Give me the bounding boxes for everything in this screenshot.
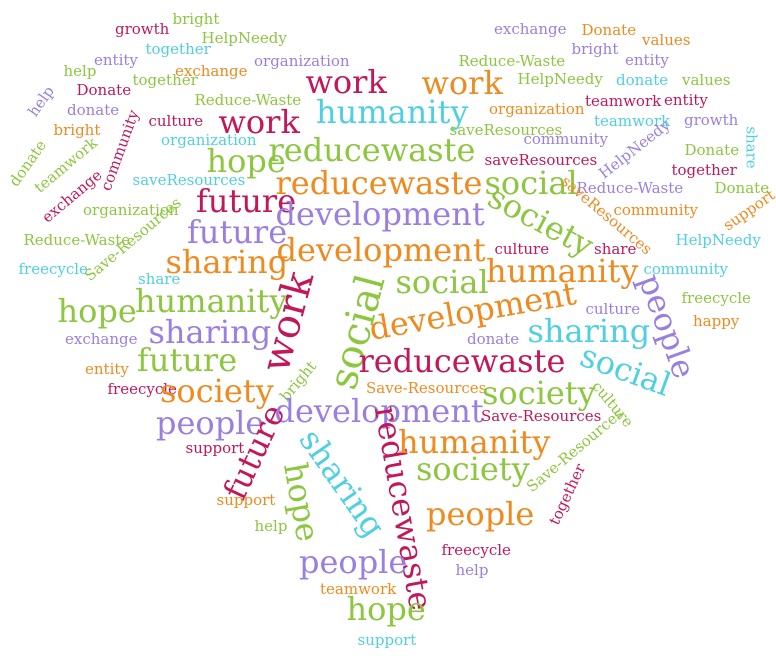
word-cloud-word: together [132, 70, 198, 89]
word-cloud-word: growth [115, 19, 170, 38]
word-cloud-word: sharing [527, 312, 651, 350]
word-cloud-word: future [137, 341, 238, 379]
word-cloud-word: work [218, 103, 300, 141]
word-cloud-word: people [299, 543, 408, 581]
word-cloud-word: work [421, 64, 503, 102]
word-cloud-word: freecycle [18, 259, 88, 278]
word-cloud-word: freecycle [441, 540, 511, 559]
word-cloud-word: culture [585, 299, 641, 318]
word-cloud-word: entity [625, 50, 669, 69]
word-cloud-word: donate [67, 100, 120, 119]
word-cloud-word: exchange [494, 19, 567, 38]
word-cloud-word: Donate [581, 20, 637, 39]
word-cloud-word: hope [206, 142, 286, 180]
word-cloud-word: entity [664, 90, 708, 109]
word-cloud-word: Reduce-Waste [194, 90, 302, 109]
word-cloud-word: saveResources [484, 150, 598, 169]
word-cloud-word: share [742, 125, 761, 169]
word-cloud-word: future [187, 213, 288, 251]
word-cloud-word: hope [57, 292, 137, 330]
word-cloud-word: Donate [76, 80, 132, 99]
word-cloud-word: exchange [65, 329, 138, 348]
word-cloud-word: community [643, 259, 729, 278]
word-cloud-word: humanity [486, 252, 639, 290]
word-cloud-word: exchange [175, 61, 248, 80]
word-cloud-word: growth [684, 110, 739, 129]
word-cloud-word: donate [467, 329, 520, 348]
word-cloud-word: Reduce-Waste [576, 178, 684, 197]
word-cloud-word: sharing [165, 243, 289, 281]
word-cloud-word: culture [494, 239, 550, 258]
word-cloud-word: help [254, 516, 288, 535]
word-cloud-word: work [305, 63, 387, 101]
word-cloud-word: Reduce-Waste [458, 51, 566, 70]
word-cloud-word: organization [161, 130, 257, 149]
word-cloud-word: organization [254, 51, 350, 70]
word-cloud-word: saveResources [449, 120, 563, 139]
word-cloud-word: organization [83, 200, 179, 219]
word-cloud-word: share [594, 239, 637, 258]
word-cloud-word: teamwork [594, 111, 671, 130]
word-cloud-word: support [357, 630, 417, 649]
word-cloud-word: sharing [148, 313, 272, 351]
word-cloud-word: teamwork [320, 579, 397, 598]
word-cloud-word: together [671, 160, 737, 179]
word-cloud-word: Save-Resources [481, 406, 602, 425]
word-cloud-word: society [160, 372, 274, 410]
word-cloud-word: society [482, 374, 596, 412]
word-cloud-word: freecycle [681, 288, 751, 307]
word-cloud-word: freecycle [107, 379, 177, 398]
word-cloud-word: support [185, 438, 245, 457]
word-cloud-word: teamwork [585, 91, 662, 110]
word-cloud-word: entity [94, 50, 138, 69]
word-cloud-word: help [23, 82, 58, 120]
word-cloud-word: future [196, 182, 297, 220]
word-cloud-word: HelpNeedy [201, 28, 287, 47]
word-cloud-word: bright [571, 39, 619, 58]
word-cloud-word: values [682, 70, 731, 89]
word-cloud-word: help [63, 61, 97, 80]
word-cloud-word: help [455, 560, 489, 579]
word-cloud-word: people [426, 495, 535, 533]
word-cloud-word: humanity [135, 282, 288, 320]
word-cloud-word: organization [489, 99, 585, 118]
word-cloud-word: HelpNeedy [517, 69, 603, 88]
word-cloud-word: donate [616, 70, 669, 89]
word-cloud-word: society [416, 450, 530, 488]
word-cloud-word: support [216, 490, 276, 509]
word-cloud-word: social [395, 263, 489, 301]
word-cloud-word: reducewaste [268, 131, 476, 169]
word-cloud-word: saveResources [132, 170, 246, 189]
word-cloud-word: reducewaste [275, 164, 483, 202]
word-cloud-word: development [276, 231, 486, 269]
word-cloud-word: Reduce-Waste [23, 230, 131, 249]
word-cloud-word: development [274, 392, 484, 430]
word-cloud-word: development [275, 195, 485, 233]
word-cloud-word: humanity [398, 423, 551, 461]
word-cloud-word: HelpNeedy [675, 230, 761, 249]
word-cloud-word: Donate [684, 140, 740, 159]
word-cloud-word: entity [85, 359, 129, 378]
word-cloud-word: Save-Resources [366, 378, 487, 397]
word-cloud-word: social [484, 164, 578, 202]
word-cloud-word: values [642, 30, 691, 49]
word-cloud-word: bright [172, 9, 220, 28]
word-cloud-word: community [613, 200, 699, 219]
word-cloud-word: together [145, 39, 211, 58]
word-cloud-word: community [523, 129, 609, 148]
word-cloud-word: people [156, 404, 265, 442]
word-cloud-word: humanity [316, 93, 469, 131]
word-cloud-word: reducewaste [358, 342, 566, 380]
word-cloud-word: hope [346, 590, 426, 628]
word-cloud-word: share [138, 269, 181, 288]
word-cloud-word: culture [148, 111, 204, 130]
word-cloud-word: bright [53, 120, 101, 139]
word-cloud-word: Donate [714, 178, 770, 197]
word-cloud-word: happy [693, 311, 740, 330]
